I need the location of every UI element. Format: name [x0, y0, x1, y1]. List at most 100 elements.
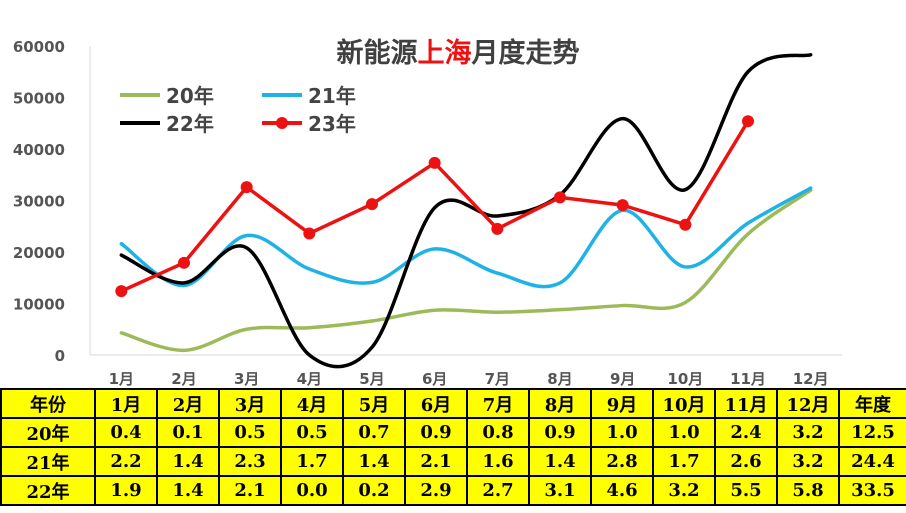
legend-item-21: 21年	[262, 84, 356, 108]
table-cell: 3.2	[776, 417, 840, 448]
x-tick-label: 4月	[297, 370, 322, 388]
table-cell: 3.1	[528, 475, 592, 506]
legend-label-20: 20年	[166, 84, 214, 108]
x-tick-label: 11月	[730, 370, 766, 388]
x-tick-label: 9月	[610, 370, 635, 388]
table-cell: 24.4	[838, 446, 906, 477]
table-cell: 2.7	[466, 475, 530, 506]
table-cell: 1.4	[156, 475, 220, 506]
y-tick-label: 10000	[13, 296, 65, 314]
legend-label-22: 22年	[166, 112, 214, 136]
legend: 20年 21年 22年 23年	[120, 84, 356, 136]
table-header-cell: 1月	[94, 388, 158, 419]
y-tick-label: 40000	[13, 141, 65, 159]
table-header-cell: 7月	[466, 388, 530, 419]
table-cell: 0.1	[156, 417, 220, 448]
legend-item-22: 22年	[120, 112, 214, 136]
table-cell: 3.2	[652, 475, 716, 506]
legend-item-20: 20年	[120, 84, 214, 108]
table-cell: 2.9	[404, 475, 468, 506]
table-header-cell: 5月	[342, 388, 406, 419]
table-cell: 1.0	[590, 417, 654, 448]
x-tick-labels: 1月 2月 3月 4月 5月 6月 7月 8月 9月 10月 11月 12月	[109, 370, 829, 388]
table-header-cell: 9月	[590, 388, 654, 419]
table-cell: 2.1	[218, 475, 282, 506]
data-table: 年份 1月 2月 3月 4月 5月 6月 7月 8月 9月 10月 11月 12月 年度 20年 0.4 0.1…	[0, 388, 906, 506]
data-point-s23	[742, 115, 754, 128]
x-tick-label: 3月	[234, 370, 259, 388]
table-header-cell: 3月	[218, 388, 282, 419]
table-header-cell: 4月	[280, 388, 344, 419]
table-cell: 1.7	[652, 446, 716, 477]
table-row-label: 22年	[0, 475, 96, 506]
chart-title: 新能源上海月度走势	[337, 37, 580, 69]
series-layer	[115, 53, 813, 369]
data-point-s23	[491, 222, 504, 235]
table-cell: 2.4	[714, 417, 778, 448]
data-point-s23	[428, 156, 441, 169]
table-row: 20年 0.4 0.1 0.5 0.5 0.7 0.9 0.8 0.9 1.0 1.0 2.4 3.2 1…	[0, 417, 906, 448]
table-cell: 2.2	[94, 446, 158, 477]
table-header-cell: 11月	[714, 388, 778, 419]
table-row: 21年 2.2 1.4 2.3 1.7 1.4 2.1 1.6 1.4 2.8 1.7 2.6 3.2 2…	[0, 446, 906, 477]
x-tick-label: 12月	[793, 370, 829, 388]
table-cell: 5.5	[714, 475, 778, 506]
table-header-row: 年份 1月 2月 3月 4月 5月 6月 7月 8月 9月 10月 11月 12月 年度	[0, 388, 906, 419]
table-cell: 0.5	[218, 417, 282, 448]
data-point-s23	[616, 199, 629, 212]
legend-item-23: 23年	[262, 112, 356, 136]
y-tick-label: 50000	[13, 90, 65, 108]
x-tick-label: 6月	[422, 370, 447, 388]
table-cell: 0.4	[94, 417, 158, 448]
table-cell: 0.9	[528, 417, 592, 448]
title-part-suffix: 月度走势	[471, 37, 580, 69]
table-header-cell: 年度	[838, 388, 906, 419]
table-cell: 0.2	[342, 475, 406, 506]
table-row-label: 年份	[0, 388, 96, 419]
table-cell: 0.5	[280, 417, 344, 448]
x-tick-label: 8月	[547, 370, 572, 388]
x-tick-label: 1月	[109, 370, 134, 388]
x-tick-label: 2月	[171, 370, 196, 388]
table-cell: 1.4	[528, 446, 592, 477]
legend-label-23: 23年	[308, 112, 356, 136]
table-cell: 0.0	[280, 475, 344, 506]
table-row: 22年 1.9 1.4 2.1 0.0 0.2 2.9 2.7 3.1 4.6 3.2 5.5 5.8 3…	[0, 475, 906, 506]
table-header-cell: 12月	[776, 388, 840, 419]
table-cell: 4.6	[590, 475, 654, 506]
data-point-s23	[366, 198, 378, 211]
table-cell: 1.4	[156, 446, 220, 477]
table-header-cell: 6月	[404, 388, 468, 419]
table-header-cell: 8月	[528, 388, 592, 419]
table-cell: 2.1	[404, 446, 468, 477]
table-cell: 3.2	[776, 446, 840, 477]
legend-label-21: 21年	[308, 84, 356, 108]
table-cell: 1.0	[652, 417, 716, 448]
y-tick-labels: 0 10000 20000 30000 40000 50000 60000	[13, 38, 65, 365]
line-chart: 0 10000 20000 30000 40000 50000 60000 1月 2月 3月 4月…	[13, 37, 842, 388]
table-cell: 1.6	[466, 446, 530, 477]
table-cell: 0.9	[404, 417, 468, 448]
table-cell: 0.8	[466, 417, 530, 448]
table-header-cell: 2月	[156, 388, 220, 419]
series-line-s20	[119, 188, 813, 353]
table-cell: 33.5	[838, 475, 906, 506]
table-cell: 1.4	[342, 446, 406, 477]
title-part-prefix: 新能源	[337, 37, 418, 69]
y-tick-label: 30000	[13, 193, 65, 211]
x-tick-label: 7月	[485, 370, 510, 388]
y-tick-label: 0	[55, 347, 65, 365]
table-cell: 2.6	[714, 446, 778, 477]
data-point-s23	[115, 285, 128, 298]
table-cell: 2.8	[590, 446, 654, 477]
table-cell: 5.8	[776, 475, 840, 506]
table-cell: 2.3	[218, 446, 282, 477]
data-point-s23	[303, 227, 316, 240]
y-tick-label: 60000	[13, 38, 65, 56]
series-line-s22	[119, 53, 813, 369]
x-tick-label: 5月	[359, 370, 384, 388]
data-point-s23	[178, 256, 190, 269]
legend-marker-23	[276, 117, 288, 129]
data-point-s23	[554, 191, 566, 204]
title-part-highlight: 上海	[418, 38, 472, 69]
